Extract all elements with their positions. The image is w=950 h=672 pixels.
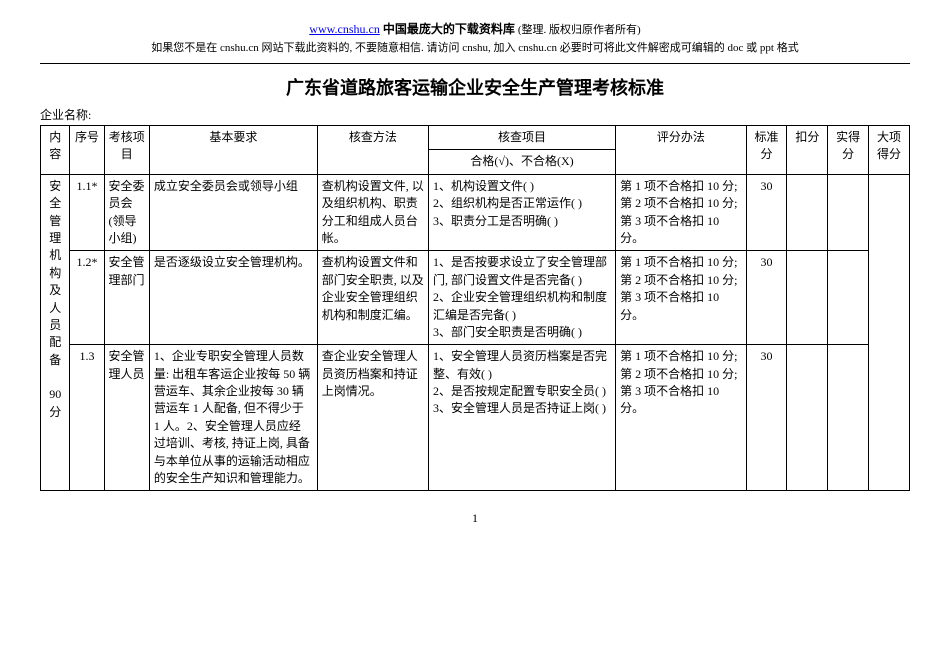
col-major: 大项得分 (869, 126, 910, 175)
cell-method: 查企业安全管理人员资历档案和持证上岗情况。 (317, 345, 428, 491)
table-row: 1.2* 安全管理部门 是否逐级设立安全管理机构。 查机构设置文件和部门安全职责… (41, 251, 910, 345)
col-actual: 实得分 (828, 126, 869, 175)
cell-scoring: 第 1 项不合格扣 10 分; 第 2 项不合格扣 10 分; 第 3 项不合格… (616, 251, 746, 345)
col-check: 核查项目 (428, 126, 615, 150)
cell-scoring: 第 1 项不合格扣 10 分; 第 2 项不合格扣 10 分; 第 3 项不合格… (616, 345, 746, 491)
col-check-sub: 合格(√)、不合格(X) (428, 150, 615, 174)
header-link[interactable]: www.cnshu.cn (309, 22, 380, 36)
table-row: 1.3 安全管理人员 1、企业专职安全管理人员数量: 出租车客运企业按每 50 … (41, 345, 910, 491)
col-method: 核查方法 (317, 126, 428, 175)
col-scoring: 评分办法 (616, 126, 746, 175)
cell-seq: 1.2* (70, 251, 104, 345)
cell-std: 30 (746, 251, 787, 345)
header-site-desc: 中国最庞大的下载资料库 (383, 22, 515, 36)
cell-deduct (787, 251, 828, 345)
cell-actual (828, 174, 869, 251)
cell-scoring: 第 1 项不合格扣 10 分; 第 2 项不合格扣 10 分; 第 3 项不合格… (616, 174, 746, 251)
assessment-table: 内容 序号 考核项目 基本要求 核查方法 核查项目 评分办法 标准分 扣分 实得… (40, 125, 910, 491)
header-line2: 如果您不是在 cnshu.cn 网站下载此资料的, 不要随意相信. 请访问 cn… (40, 39, 910, 55)
header-line1: www.cnshu.cn 中国最庞大的下载资料库 (整理. 版权归原作者所有) (40, 20, 910, 37)
cell-check: 1、是否按要求设立了安全管理部门, 部门设置文件是否完备( ) 2、企业安全管理… (428, 251, 615, 345)
company-label: 企业名称: (40, 106, 910, 123)
cell-item: 安全管理部门 (104, 251, 149, 345)
cell-check: 1、机构设置文件( ) 2、组织机构是否正常运作( ) 3、职责分工是否明确( … (428, 174, 615, 251)
col-std: 标准分 (746, 126, 787, 175)
cell-major (869, 174, 910, 491)
col-seq: 序号 (70, 126, 104, 175)
header-row-1: 内容 序号 考核项目 基本要求 核查方法 核查项目 评分办法 标准分 扣分 实得… (41, 126, 910, 150)
cell-basic: 1、企业专职安全管理人员数量: 出租车客运企业按每 50 辆营运车、其余企业按每… (149, 345, 317, 491)
header-rule (40, 63, 910, 64)
cell-seq: 1.1* (70, 174, 104, 251)
cell-actual (828, 251, 869, 345)
cell-deduct (787, 345, 828, 491)
col-basic: 基本要求 (149, 126, 317, 175)
cell-std: 30 (746, 345, 787, 491)
page-number: 1 (40, 511, 910, 526)
cell-basic: 成立安全委员会或领导小组 (149, 174, 317, 251)
cell-check: 1、安全管理人员资历档案是否完整、有效( ) 2、是否按规定配置专职安全员( )… (428, 345, 615, 491)
col-item: 考核项目 (104, 126, 149, 175)
section-score: 90分 (49, 387, 61, 418)
cell-item: 安全管理人员 (104, 345, 149, 491)
cell-method: 查机构设置文件和部门安全职责, 以及企业安全管理组织机构和制度汇编。 (317, 251, 428, 345)
section-name: 安全管理机构及人员配备 (49, 179, 61, 367)
cell-method: 查机构设置文件, 以及组织机构、职责分工和组成人员台帐。 (317, 174, 428, 251)
col-content: 内容 (41, 126, 70, 175)
header-paren: (整理. 版权归原作者所有) (518, 24, 641, 36)
col-deduct: 扣分 (787, 126, 828, 175)
page-header: www.cnshu.cn 中国最庞大的下载资料库 (整理. 版权归原作者所有) … (40, 20, 910, 55)
cell-item: 安全委员会(领导小组) (104, 174, 149, 251)
cell-actual (828, 345, 869, 491)
cell-basic: 是否逐级设立安全管理机构。 (149, 251, 317, 345)
doc-title: 广东省道路旅客运输企业安全生产管理考核标准 (40, 74, 910, 100)
section-cell: 安全管理机构及人员配备 90分 (41, 174, 70, 491)
cell-std: 30 (746, 174, 787, 251)
cell-deduct (787, 174, 828, 251)
cell-seq: 1.3 (70, 345, 104, 491)
table-row: 安全管理机构及人员配备 90分 1.1* 安全委员会(领导小组) 成立安全委员会… (41, 174, 910, 251)
